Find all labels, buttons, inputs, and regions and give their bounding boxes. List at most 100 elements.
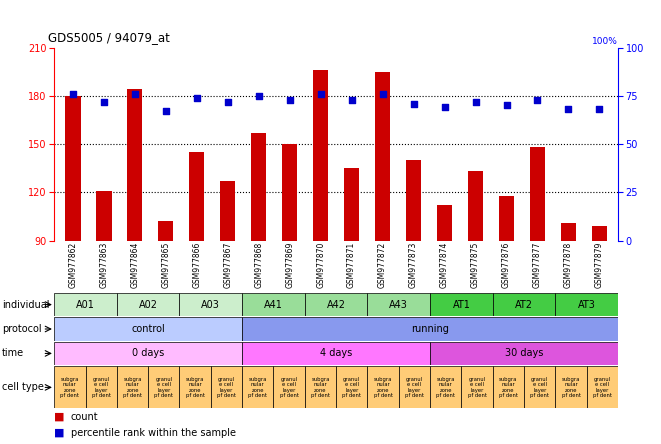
Text: protocol: protocol [2, 324, 42, 334]
Bar [499, 196, 514, 241]
Text: GSM977869: GSM977869 [285, 242, 294, 288]
Point [130, 90, 140, 97]
Text: GSM977863: GSM977863 [99, 242, 108, 288]
Text: GSM977879: GSM977879 [595, 242, 604, 288]
Point [532, 96, 543, 103]
Text: subgra
nular
zone
pf dent: subgra nular zone pf dent [436, 377, 455, 398]
Bar [65, 96, 81, 241]
Text: GSM977864: GSM977864 [130, 242, 139, 288]
Text: subgra
nular
zone
pf dent: subgra nular zone pf dent [249, 377, 267, 398]
Text: GSM977876: GSM977876 [502, 242, 511, 288]
Bar [242, 317, 618, 341]
Bar [437, 205, 452, 241]
Bar [430, 366, 461, 408]
Text: 4 days: 4 days [320, 349, 352, 358]
Bar [344, 168, 360, 241]
Bar [127, 89, 143, 241]
Bar [180, 366, 211, 408]
Text: subgra
nular
zone
pf dent: subgra nular zone pf dent [186, 377, 205, 398]
Text: granul
e cell
layer
pf dent: granul e cell layer pf dent [154, 377, 173, 398]
Bar [555, 366, 587, 408]
Bar [96, 191, 112, 241]
Text: ■: ■ [54, 428, 65, 438]
Point [98, 98, 109, 105]
Text: GSM977862: GSM977862 [68, 242, 77, 288]
Bar [54, 293, 117, 316]
Text: cell type: cell type [2, 382, 44, 392]
Point [284, 96, 295, 103]
Text: A03: A03 [202, 300, 220, 309]
Point [67, 90, 78, 97]
Bar [524, 366, 555, 408]
Text: GSM977867: GSM977867 [223, 242, 232, 288]
Point [253, 92, 264, 99]
Point [563, 106, 574, 113]
Bar [399, 366, 430, 408]
Bar [461, 366, 492, 408]
Text: GDS5005 / 94079_at: GDS5005 / 94079_at [48, 31, 169, 44]
Text: 30 days: 30 days [505, 349, 543, 358]
Bar [492, 293, 555, 316]
Text: GSM977874: GSM977874 [440, 242, 449, 288]
Text: granul
e cell
layer
pf dent: granul e cell layer pf dent [593, 377, 612, 398]
Text: AT2: AT2 [515, 300, 533, 309]
Text: GSM977878: GSM977878 [564, 242, 573, 288]
Text: granul
e cell
layer
pf dent: granul e cell layer pf dent [467, 377, 486, 398]
Text: subgra
nular
zone
pf dent: subgra nular zone pf dent [499, 377, 518, 398]
Bar [220, 181, 235, 241]
Text: 0 days: 0 days [132, 349, 165, 358]
Text: A02: A02 [139, 300, 158, 309]
Text: GSM977872: GSM977872 [378, 242, 387, 288]
Text: GSM977866: GSM977866 [192, 242, 201, 288]
Bar [561, 223, 576, 241]
Bar [274, 366, 305, 408]
Text: GSM977871: GSM977871 [347, 242, 356, 288]
Text: subgra
nular
zone
pf dent: subgra nular zone pf dent [60, 377, 79, 398]
Bar [189, 152, 204, 241]
Point [594, 106, 605, 113]
Bar [492, 366, 524, 408]
Text: control: control [132, 324, 165, 334]
Text: A01: A01 [76, 300, 95, 309]
Bar [313, 70, 329, 241]
Bar [468, 171, 483, 241]
Point [440, 104, 450, 111]
Point [161, 108, 171, 115]
Bar [368, 293, 430, 316]
Point [222, 98, 233, 105]
Bar [587, 366, 618, 408]
Text: subgra
nular
zone
pf dent: subgra nular zone pf dent [311, 377, 330, 398]
Bar [251, 133, 266, 241]
Bar [242, 293, 305, 316]
Text: GSM977873: GSM977873 [409, 242, 418, 288]
Bar [85, 366, 117, 408]
Bar [430, 293, 492, 316]
Text: AT1: AT1 [453, 300, 471, 309]
Bar [529, 147, 545, 241]
Text: granul
e cell
layer
pf dent: granul e cell layer pf dent [217, 377, 236, 398]
Bar [368, 366, 399, 408]
Text: GSM977875: GSM977875 [471, 242, 480, 288]
Bar [305, 293, 368, 316]
Bar [211, 366, 242, 408]
Bar [336, 366, 368, 408]
Bar [305, 366, 336, 408]
Bar [180, 293, 242, 316]
Text: count: count [71, 412, 98, 422]
Bar [406, 160, 421, 241]
Text: granul
e cell
layer
pf dent: granul e cell layer pf dent [342, 377, 362, 398]
Text: granul
e cell
layer
pf dent: granul e cell layer pf dent [405, 377, 424, 398]
Text: GSM977865: GSM977865 [161, 242, 171, 288]
Bar [282, 144, 297, 241]
Bar [242, 366, 274, 408]
Bar [555, 293, 618, 316]
Text: running: running [411, 324, 449, 334]
Text: granul
e cell
layer
pf dent: granul e cell layer pf dent [530, 377, 549, 398]
Bar [117, 366, 148, 408]
Text: A41: A41 [264, 300, 283, 309]
Bar [54, 317, 242, 341]
Point [192, 94, 202, 101]
Point [377, 90, 388, 97]
Bar [54, 342, 242, 365]
Bar [242, 342, 430, 365]
